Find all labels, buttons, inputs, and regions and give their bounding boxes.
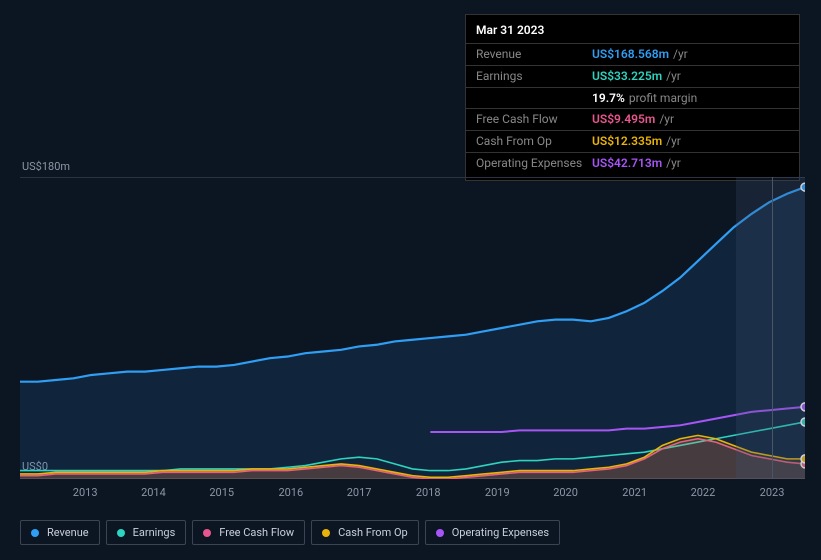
legend-item-operating-expenses[interactable]: Operating Expenses: [425, 520, 560, 545]
legend-dot-icon: [117, 529, 125, 537]
legend-item-free-cash-flow[interactable]: Free Cash Flow: [192, 520, 305, 545]
legend-label: Free Cash Flow: [219, 526, 294, 539]
legend-label: Cash From Op: [338, 526, 408, 539]
hover-tooltip: Mar 31 2023 RevenueUS$168.568m/yrEarning…: [465, 14, 800, 181]
tooltip-row-suffix: /yr: [666, 69, 681, 83]
legend-item-cash-from-op[interactable]: Cash From Op: [311, 520, 419, 545]
x-axis-label: 2018: [416, 486, 441, 499]
tooltip-row-suffix: /yr: [659, 112, 674, 126]
x-axis-label: 2023: [760, 486, 785, 499]
tooltip-row-suffix: /yr: [666, 134, 681, 148]
x-axis-label: 2017: [347, 486, 372, 499]
hover-vertical-line: [772, 177, 773, 479]
y-axis-label: US$180m: [22, 160, 70, 173]
tooltip-row-label: Revenue: [476, 46, 592, 63]
legend-dot-icon: [322, 529, 330, 537]
tooltip-row-label: Cash From Op: [476, 133, 592, 150]
legend-item-earnings[interactable]: Earnings: [106, 520, 187, 545]
tooltip-row: Free Cash FlowUS$9.495m/yr: [466, 108, 799, 130]
tooltip-row: Cash From OpUS$12.335m/yr: [466, 130, 799, 152]
future-period-band: [736, 177, 805, 479]
x-axis-label: 2019: [485, 486, 510, 499]
tooltip-row: Operating ExpensesUS$42.713m/yr: [466, 152, 799, 174]
financials-chart: [20, 177, 805, 479]
legend-dot-icon: [31, 529, 39, 537]
x-axis-label: 2013: [73, 486, 98, 499]
tooltip-row-label: Operating Expenses: [476, 155, 592, 172]
tooltip-row-suffix: /yr: [666, 156, 681, 170]
tooltip-row-label: [476, 90, 592, 107]
tooltip-date: Mar 31 2023: [466, 21, 799, 43]
tooltip-row-value: 19.7%: [592, 91, 625, 105]
x-axis-label: 2016: [278, 486, 303, 499]
legend-label: Revenue: [47, 526, 89, 539]
legend-item-revenue[interactable]: Revenue: [20, 520, 100, 545]
tooltip-row-value: US$12.335m: [592, 134, 662, 148]
x-axis-label: 2020: [553, 486, 578, 499]
tooltip-row: EarningsUS$33.225m/yr: [466, 65, 799, 87]
tooltip-row-value: US$9.495m: [592, 112, 655, 126]
legend-label: Earnings: [133, 526, 176, 539]
tooltip-row: RevenueUS$168.568m/yr: [466, 43, 799, 65]
tooltip-row-suffix: profit margin: [629, 91, 697, 105]
legend-label: Operating Expenses: [452, 526, 549, 539]
tooltip-row-value: US$33.225m: [592, 69, 662, 83]
tooltip-row-suffix: /yr: [673, 47, 688, 61]
tooltip-row: 19.7% profit margin: [466, 87, 799, 109]
legend-dot-icon: [436, 529, 444, 537]
tooltip-row-label: Earnings: [476, 68, 592, 85]
chart-legend: Revenue Earnings Free Cash Flow Cash From O…: [20, 520, 560, 545]
x-axis-label: 2014: [141, 486, 166, 499]
x-axis-label: 2022: [691, 486, 716, 499]
tooltip-row-value: US$168.568m: [592, 47, 669, 61]
tooltip-row-value: US$42.713m: [592, 156, 662, 170]
tooltip-row-label: Free Cash Flow: [476, 111, 592, 128]
x-axis-label: 2021: [622, 486, 647, 499]
legend-dot-icon: [203, 529, 211, 537]
x-axis-label: 2015: [209, 486, 234, 499]
